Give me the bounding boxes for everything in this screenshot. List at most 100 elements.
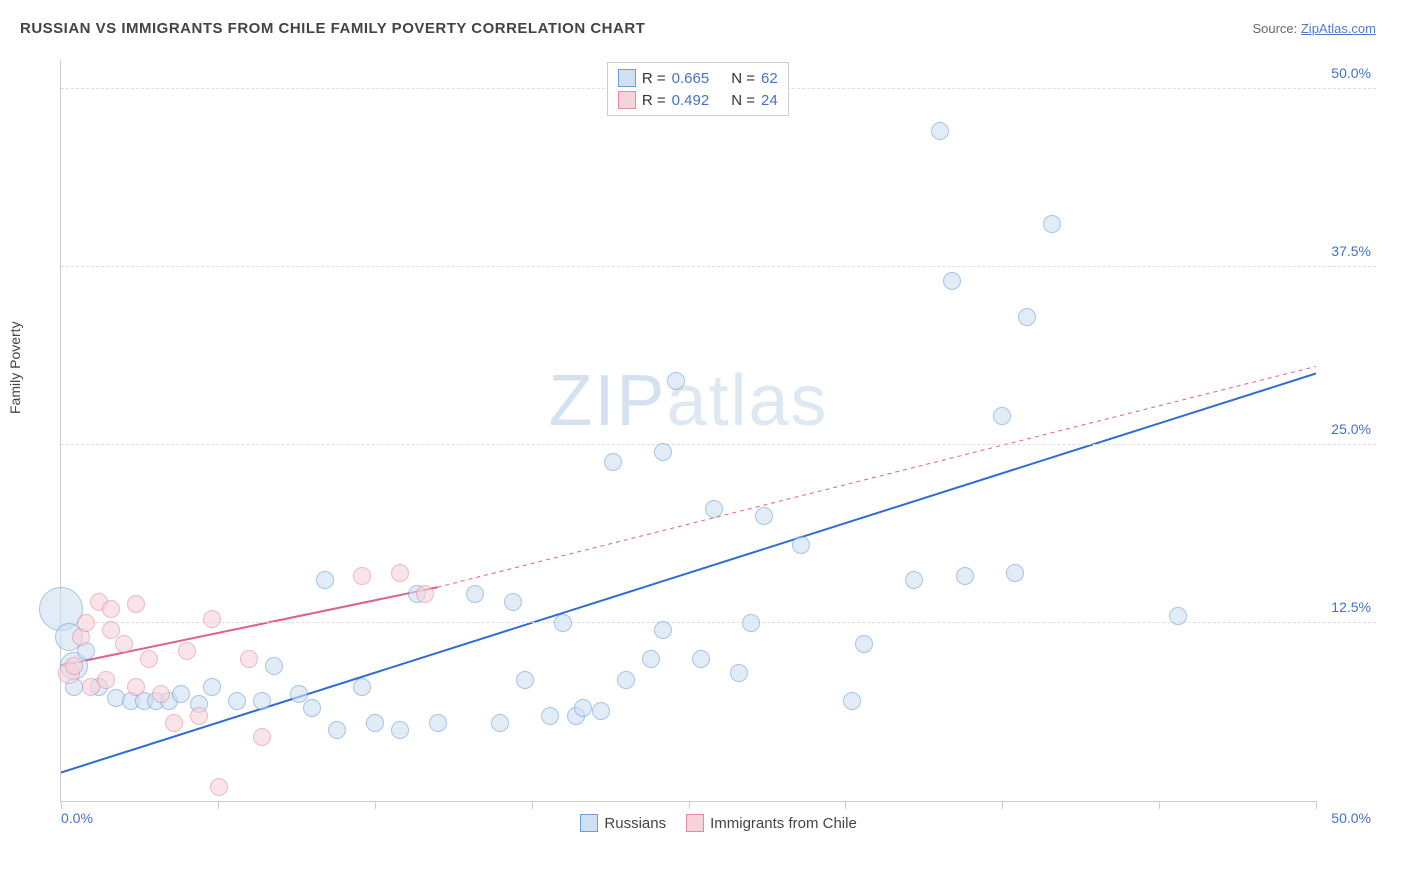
source-link[interactable]: ZipAtlas.com [1301, 21, 1376, 36]
plot-area: ZIPatlas 12.5%25.0%37.5%50.0%0.0%50.0% [60, 60, 1316, 802]
x-tick [845, 801, 846, 809]
x-tick [1316, 801, 1317, 809]
data-point [253, 692, 271, 710]
data-point [127, 595, 145, 613]
data-point [253, 728, 271, 746]
data-point [77, 614, 95, 632]
legend-r-label: R = [642, 70, 666, 87]
legend-series-item: Immigrants from Chile [686, 814, 857, 832]
data-point [604, 453, 622, 471]
chart-header: RUSSIAN VS IMMIGRANTS FROM CHILE FAMILY … [0, 0, 1406, 47]
data-point [1006, 564, 1024, 582]
data-point [730, 664, 748, 682]
data-point [102, 600, 120, 618]
data-point [210, 778, 228, 796]
legend-swatch [618, 91, 636, 109]
x-tick [1159, 801, 1160, 809]
data-point [316, 571, 334, 589]
data-point [240, 650, 258, 668]
data-point [956, 567, 974, 585]
data-point [228, 692, 246, 710]
data-point [654, 621, 672, 639]
x-tick [61, 801, 62, 809]
data-point [1169, 607, 1187, 625]
data-point [943, 272, 961, 290]
data-point [1018, 308, 1036, 326]
legend-correlation: R = 0.665 N = 62 R = 0.492 N = 24 [607, 62, 789, 116]
data-point [203, 678, 221, 696]
data-point [993, 407, 1011, 425]
watermark: ZIPatlas [548, 360, 828, 442]
legend-r-value: 0.665 [672, 70, 710, 87]
data-point [391, 564, 409, 582]
legend-n-label: N = [731, 70, 755, 87]
data-point [178, 642, 196, 660]
data-point [353, 678, 371, 696]
legend-correlation-row: R = 0.665 N = 62 [618, 67, 778, 89]
source-label: Source: [1252, 21, 1300, 36]
data-point [843, 692, 861, 710]
data-point [190, 707, 208, 725]
data-point [1043, 215, 1061, 233]
y-axis-label: Family Poverty [7, 321, 23, 414]
legend-series-label: Russians [604, 815, 666, 832]
legend-swatch [580, 814, 598, 832]
x-tick [689, 801, 690, 809]
data-point [165, 714, 183, 732]
legend-series-item: Russians [580, 814, 666, 832]
legend-swatch [686, 814, 704, 832]
legend-n-value: 62 [761, 70, 778, 87]
y-tick-label: 12.5% [1331, 599, 1371, 615]
x-tick [218, 801, 219, 809]
data-point [742, 614, 760, 632]
chart-title: RUSSIAN VS IMMIGRANTS FROM CHILE FAMILY … [20, 20, 645, 37]
data-point [466, 585, 484, 603]
legend-series-label: Immigrants from Chile [710, 815, 857, 832]
legend-series: Russians Immigrants from Chile [580, 814, 856, 832]
data-point [504, 593, 522, 611]
data-point [203, 610, 221, 628]
data-point [574, 699, 592, 717]
legend-n-label: N = [731, 92, 755, 109]
data-point [152, 685, 170, 703]
data-point [792, 536, 810, 554]
legend-swatch [618, 69, 636, 87]
data-point [592, 702, 610, 720]
data-point [97, 671, 115, 689]
y-tick-label: 50.0% [1331, 65, 1371, 81]
data-point [516, 671, 534, 689]
x-tick [532, 801, 533, 809]
x-tick [375, 801, 376, 809]
data-point [65, 657, 83, 675]
data-point [491, 714, 509, 732]
data-point [115, 635, 133, 653]
legend-r-label: R = [642, 92, 666, 109]
data-point [353, 567, 371, 585]
x-max-label: 50.0% [1331, 810, 1371, 826]
watermark-atlas: atlas [666, 361, 828, 441]
data-point [905, 571, 923, 589]
legend-n-value: 24 [761, 92, 778, 109]
gridline-horizontal [61, 266, 1376, 267]
y-tick-label: 25.0% [1331, 421, 1371, 437]
x-min-label: 0.0% [61, 810, 93, 826]
data-point [931, 122, 949, 140]
y-tick-label: 37.5% [1331, 243, 1371, 259]
data-point [140, 650, 158, 668]
data-point [554, 614, 572, 632]
data-point [642, 650, 660, 668]
data-point [366, 714, 384, 732]
data-point [127, 678, 145, 696]
data-point [855, 635, 873, 653]
data-point [541, 707, 559, 725]
data-point [328, 721, 346, 739]
legend-r-value: 0.492 [672, 92, 710, 109]
data-point [692, 650, 710, 668]
data-point [654, 443, 672, 461]
data-point [416, 585, 434, 603]
chart-source: Source: ZipAtlas.com [1252, 21, 1376, 36]
watermark-zip: ZIP [548, 361, 666, 441]
gridline-horizontal [61, 444, 1376, 445]
data-point [172, 685, 190, 703]
data-point [429, 714, 447, 732]
